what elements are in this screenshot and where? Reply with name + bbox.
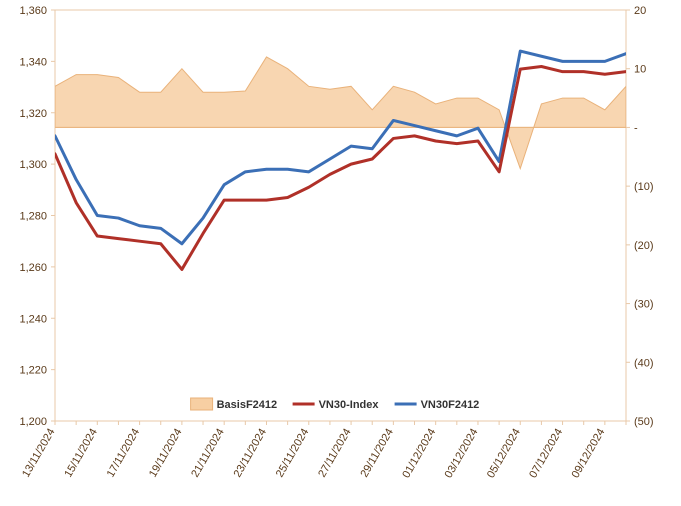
- legend-label: VN30F2412: [421, 399, 480, 411]
- right-axis-tick-label: (50): [634, 416, 654, 428]
- left-axis-tick-label: 1,340: [19, 56, 47, 68]
- left-axis-tick-label: 1,300: [19, 159, 47, 171]
- dual-axis-line-area-chart: 1,200 1,220 1,240 1,260 1,280 1,300 1,320 1,340…: [0, 0, 681, 506]
- right-axis-tick-label: 20: [634, 5, 646, 17]
- right-axis-tick-label: (40): [634, 357, 654, 369]
- right-axis-tick-label: (30): [634, 299, 654, 311]
- left-axis-tick-label: 1,200: [19, 416, 47, 428]
- legend-label: BasisF2412: [217, 399, 278, 411]
- left-axis-tick-label: 1,220: [19, 365, 47, 377]
- left-axis-tick-label: 1,360: [19, 5, 47, 17]
- legend-label: VN30-Index: [319, 399, 380, 411]
- right-axis-tick-label: -: [634, 122, 638, 134]
- left-axis-tick-label: 1,320: [19, 108, 47, 120]
- legend-swatch-area: [191, 398, 213, 410]
- legend-item: BasisF2412: [191, 398, 278, 411]
- right-axis-tick-label: (20): [634, 240, 654, 252]
- chart-container: 1,200 1,220 1,240 1,260 1,280 1,300 1,320 1,340…: [0, 0, 681, 506]
- right-axis-tick-label: 10: [634, 64, 646, 76]
- left-axis-tick-label: 1,240: [19, 313, 47, 325]
- right-axis-tick-label: (10): [634, 181, 654, 193]
- left-axis-tick-label: 1,260: [19, 262, 47, 274]
- left-axis-tick-label: 1,280: [19, 211, 47, 223]
- legend: BasisF2412 VN30-Index VN30F2412: [191, 398, 480, 411]
